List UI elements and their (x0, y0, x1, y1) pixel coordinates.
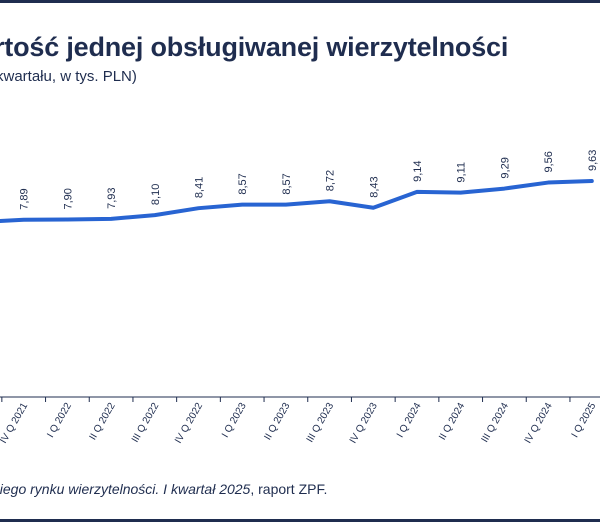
data-label: 9,11 (456, 162, 468, 183)
series-line (0, 181, 592, 222)
x-tick-label: II Q 2024 (437, 401, 467, 443)
data-label: 7,90 (62, 188, 74, 209)
data-label: 8,41 (194, 177, 206, 198)
data-label: 8,57 (237, 173, 249, 194)
x-tick-label: I Q 2023 (220, 401, 249, 440)
source-plain: , raport ZPF. (250, 481, 327, 497)
line-chart: 7,89 7,90 7,93 8,10 8,41 8,57 8,57 8,72 8,43 9,14… (0, 0, 600, 525)
data-label: 9,63 (587, 150, 599, 171)
x-tick-label: IV Q 2022 (173, 401, 205, 446)
x-tick-label: I Q 2022 (45, 401, 74, 440)
data-label: 7,93 (106, 187, 118, 208)
x-tick-label: III Q 2024 (480, 401, 512, 445)
x-tick-label: IV Q 2021 (0, 401, 31, 446)
x-tick-label: IV Q 2024 (523, 401, 555, 446)
data-label: 9,14 (412, 160, 424, 181)
x-tick-label: IV Q 2023 (348, 401, 380, 446)
bottom-rule (0, 519, 600, 522)
data-label: 8,43 (368, 176, 380, 197)
data-label: 7,89 (19, 188, 31, 209)
x-tick-label: II Q 2022 (88, 401, 118, 443)
data-label: 9,56 (543, 151, 555, 172)
data-label: 8,72 (325, 170, 337, 191)
source-note: niego rynku wierzytelności. I kwartał 20… (0, 481, 327, 497)
x-tick-label: III Q 2022 (130, 401, 162, 445)
x-tick-label: II Q 2023 (262, 401, 292, 443)
x-tick-label: III Q 2023 (305, 401, 337, 445)
data-label: 8,10 (150, 184, 162, 205)
source-italic: niego rynku wierzytelności. I kwartał 20… (0, 481, 250, 497)
x-tick-label: I Q 2024 (395, 401, 424, 440)
x-tick-label: I Q 2025 (570, 401, 599, 440)
data-label: 8,57 (281, 173, 293, 194)
data-label: 9,29 (499, 157, 511, 178)
